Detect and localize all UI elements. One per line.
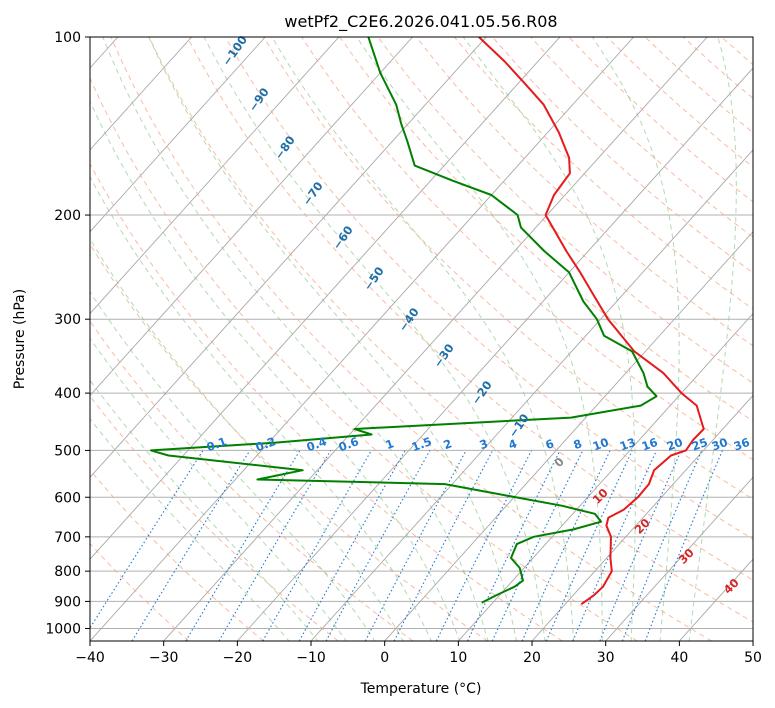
isotherm-line bbox=[90, 37, 487, 478]
dry-adiabat-line bbox=[186, 37, 753, 581]
mixing-ratio-label: 0.6 bbox=[337, 434, 361, 454]
isotherm-line bbox=[531, 394, 753, 641]
isotherm-line bbox=[458, 312, 753, 641]
isotherm-line bbox=[90, 37, 266, 233]
mixing-ratio-line bbox=[298, 450, 406, 641]
dry-adiabat-line bbox=[110, 37, 712, 641]
dewpoint-profile-line bbox=[150, 37, 658, 604]
dry-adiabat-line bbox=[301, 37, 753, 461]
mixing-ratio-line bbox=[435, 450, 532, 641]
mixing-ratio-line bbox=[599, 450, 682, 641]
dry-adiabat-line bbox=[90, 243, 488, 641]
isotherm-line bbox=[90, 37, 192, 151]
y-tick-label: 500 bbox=[54, 443, 81, 459]
x-axis-label: Temperature (°C) bbox=[360, 681, 482, 697]
moist-adiabat-line bbox=[591, 37, 680, 641]
y-tick-label: 400 bbox=[54, 386, 81, 402]
dry-adiabat-line bbox=[148, 37, 753, 623]
mixing-ratio-label: 0.1 bbox=[205, 434, 229, 454]
mixing-ratio-line bbox=[90, 450, 204, 630]
mixing-ratio-label: 20 bbox=[665, 435, 685, 454]
mixing-ratio-label: 1.5 bbox=[410, 434, 434, 454]
background-lines bbox=[90, 37, 753, 641]
mixing-ratio-line bbox=[572, 450, 658, 641]
x-tick-label: 40 bbox=[670, 650, 688, 666]
isotherm-line bbox=[237, 67, 753, 641]
mixing-ratio-line bbox=[621, 450, 703, 641]
y-tick-label: 200 bbox=[54, 208, 81, 224]
y-axis-label: Pressure (hPa) bbox=[12, 289, 28, 389]
temperature-profile-line bbox=[478, 37, 705, 606]
mixing-ratio-label: 16 bbox=[640, 435, 660, 454]
moist-adiabat-line bbox=[90, 237, 404, 641]
dry-adiabat-line bbox=[90, 469, 264, 641]
y-tick-label: 700 bbox=[54, 530, 81, 546]
moist-adiabat-line bbox=[203, 37, 546, 641]
mixing-ratio-label: 0.4 bbox=[305, 434, 329, 454]
x-tick-label: 10 bbox=[449, 650, 467, 666]
x-tick-label: 50 bbox=[744, 650, 762, 666]
y-tick-label: 1000 bbox=[45, 621, 81, 637]
moist-adiabat-line bbox=[90, 290, 376, 641]
mixing-ratio-label: 10 bbox=[591, 435, 611, 454]
y-tick-label: 900 bbox=[54, 594, 81, 610]
isotherm-line bbox=[90, 37, 340, 315]
mixing-ratio-line bbox=[325, 450, 431, 641]
plot-frame bbox=[89, 36, 754, 642]
x-tick-label: −20 bbox=[223, 650, 253, 666]
y-tick-label: 800 bbox=[54, 564, 81, 580]
mixing-ratio-label: 36 bbox=[732, 435, 752, 454]
x-tick-label: −40 bbox=[75, 650, 105, 666]
moist-adiabat-line bbox=[90, 175, 432, 641]
isotherm-line bbox=[605, 476, 753, 641]
y-tick-label: 600 bbox=[54, 490, 81, 506]
x-tick-label: −10 bbox=[296, 650, 326, 666]
moist-adiabat-line bbox=[688, 37, 737, 641]
x-tick-label: −30 bbox=[149, 650, 179, 666]
mixing-ratio-label: 25 bbox=[690, 435, 710, 454]
mixing-ratio-line bbox=[262, 450, 372, 641]
x-tick-label: 0 bbox=[380, 650, 389, 666]
x-tick-label: 20 bbox=[523, 650, 541, 666]
dry-adiabat-line bbox=[224, 37, 753, 540]
moist-adiabat-line bbox=[90, 418, 290, 641]
y-tick-label: 100 bbox=[54, 30, 81, 46]
moist-adiabat-line bbox=[271, 37, 575, 641]
isotherm-line bbox=[90, 37, 413, 397]
y-axis-ticks: 100 200 300 400 500 600 700 800 900 1000 bbox=[45, 30, 90, 637]
moist-adiabat-line bbox=[462, 37, 636, 641]
moist-adiabat-line bbox=[90, 379, 319, 641]
dry-adiabat-line bbox=[90, 76, 638, 641]
mixing-ratio-line bbox=[131, 450, 251, 641]
dry-adiabat-line bbox=[263, 37, 753, 500]
dry-adiabat-line bbox=[90, 162, 563, 641]
plot-area bbox=[90, 37, 753, 641]
moist-adiabat-line bbox=[90, 100, 461, 641]
isotherm-line bbox=[90, 37, 634, 641]
isotherm-line bbox=[90, 37, 561, 560]
moist-adiabat-line bbox=[356, 37, 603, 641]
mixing-ratio-label: 0.2 bbox=[254, 434, 278, 454]
mixing-ratio-label: 13 bbox=[618, 435, 638, 454]
chart-title: wetPf2_C2E6.2026.041.05.56.R08 bbox=[284, 12, 557, 32]
profile-lines bbox=[150, 37, 705, 606]
x-axis-ticks: −40 −30 −20 −10 0 10 20 30 40 50 bbox=[75, 641, 762, 666]
mixing-ratio-line bbox=[644, 450, 723, 641]
mixing-ratio-label: 30 bbox=[710, 435, 730, 454]
dry-adiabat-line bbox=[415, 37, 753, 347]
x-tick-label: 30 bbox=[597, 650, 615, 666]
isotherm-line bbox=[163, 37, 708, 641]
y-tick-label: 300 bbox=[54, 312, 81, 328]
mixing-ratio-line bbox=[545, 450, 633, 641]
isotherm-line bbox=[384, 231, 753, 641]
